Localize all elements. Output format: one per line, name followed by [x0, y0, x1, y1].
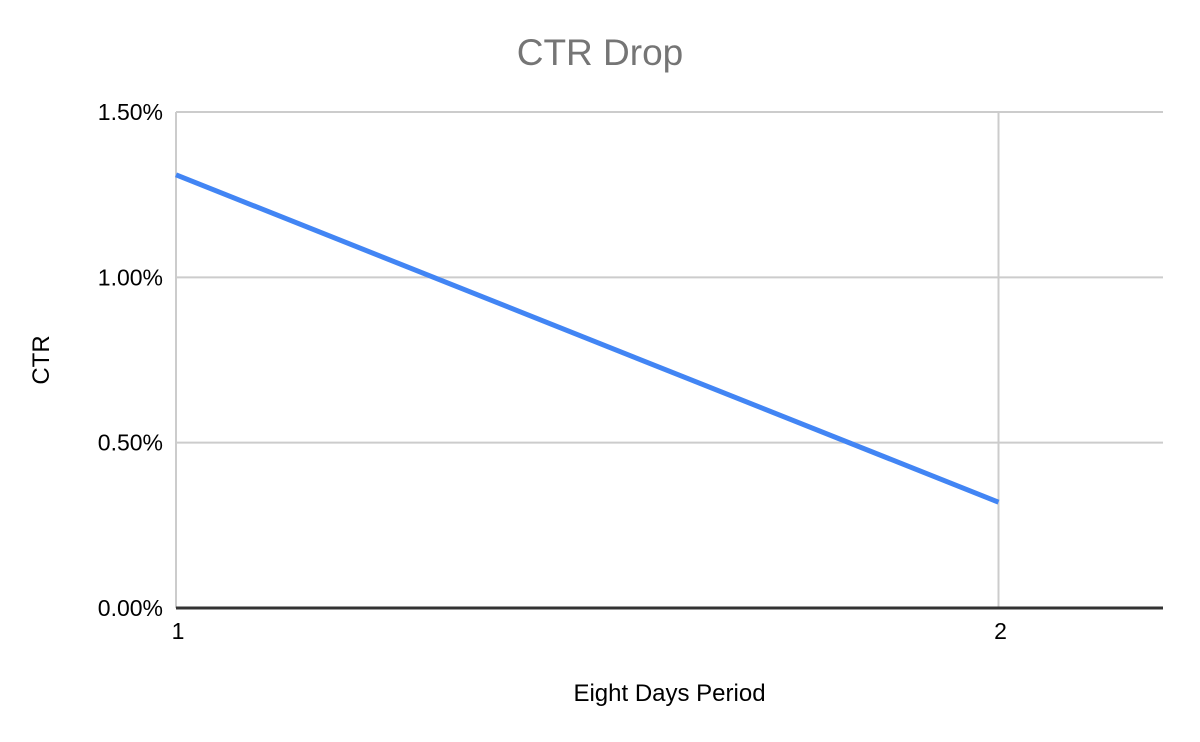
y-tick-label: 1.50% — [98, 99, 163, 125]
y-tick-label: 0.00% — [98, 595, 163, 621]
x-tick-label: 1 — [172, 618, 185, 644]
x-tick-label: 2 — [994, 618, 1007, 644]
y-axis-title: CTR — [28, 335, 55, 385]
x-axis-title: Eight Days Period — [573, 680, 766, 707]
y-tick-label: 0.50% — [98, 430, 163, 456]
chart-title: CTR Drop — [516, 32, 684, 73]
series-line — [175, 172, 1000, 505]
y-tick-label: 1.00% — [98, 264, 163, 290]
